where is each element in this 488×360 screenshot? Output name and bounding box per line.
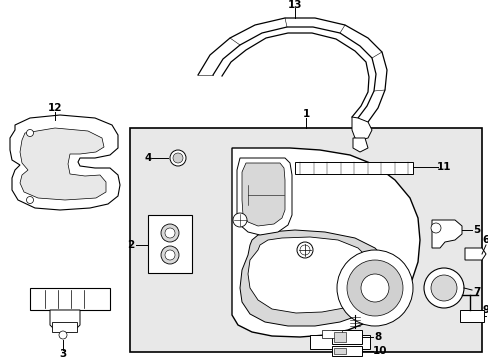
Text: 5: 5 (472, 225, 480, 235)
Circle shape (164, 250, 175, 260)
Text: 1: 1 (302, 109, 309, 119)
Text: 9: 9 (482, 305, 488, 315)
Polygon shape (352, 138, 367, 152)
Polygon shape (237, 158, 291, 235)
Text: 2: 2 (127, 240, 134, 250)
Polygon shape (231, 148, 419, 337)
Circle shape (26, 197, 34, 203)
Polygon shape (20, 128, 106, 200)
Text: 8: 8 (374, 332, 381, 342)
Circle shape (232, 213, 246, 227)
Text: 6: 6 (481, 235, 488, 245)
Bar (148, 215, 192, 273)
Text: 3: 3 (59, 349, 66, 359)
Circle shape (299, 245, 309, 255)
Polygon shape (351, 117, 371, 140)
Circle shape (59, 331, 67, 339)
Circle shape (430, 223, 440, 233)
Circle shape (170, 150, 185, 166)
Bar (52, 322, 77, 332)
Circle shape (430, 275, 456, 301)
Bar (331, 346, 361, 356)
Circle shape (336, 250, 412, 326)
Text: 12: 12 (48, 103, 62, 113)
Polygon shape (50, 310, 80, 330)
Circle shape (296, 242, 312, 258)
Polygon shape (247, 237, 373, 313)
Circle shape (346, 260, 402, 316)
Polygon shape (242, 163, 285, 226)
Bar (333, 348, 346, 354)
Bar (130, 128, 481, 352)
Bar (331, 330, 361, 344)
Polygon shape (10, 115, 120, 210)
Polygon shape (464, 248, 485, 260)
Circle shape (161, 246, 179, 264)
Text: 4: 4 (144, 153, 151, 163)
Bar (30, 288, 110, 310)
Bar (309, 335, 369, 349)
Polygon shape (240, 230, 389, 326)
Polygon shape (431, 220, 461, 248)
Text: 7: 7 (472, 287, 480, 297)
Circle shape (173, 153, 183, 163)
Circle shape (164, 228, 175, 238)
Circle shape (161, 224, 179, 242)
Circle shape (423, 268, 463, 308)
Bar (294, 162, 412, 174)
Bar (459, 310, 483, 322)
Text: 13: 13 (287, 0, 302, 10)
Circle shape (360, 274, 388, 302)
Text: 10: 10 (372, 346, 386, 356)
Bar (333, 332, 346, 342)
Text: 11: 11 (436, 162, 450, 172)
Circle shape (26, 130, 34, 136)
Bar (321, 330, 341, 338)
